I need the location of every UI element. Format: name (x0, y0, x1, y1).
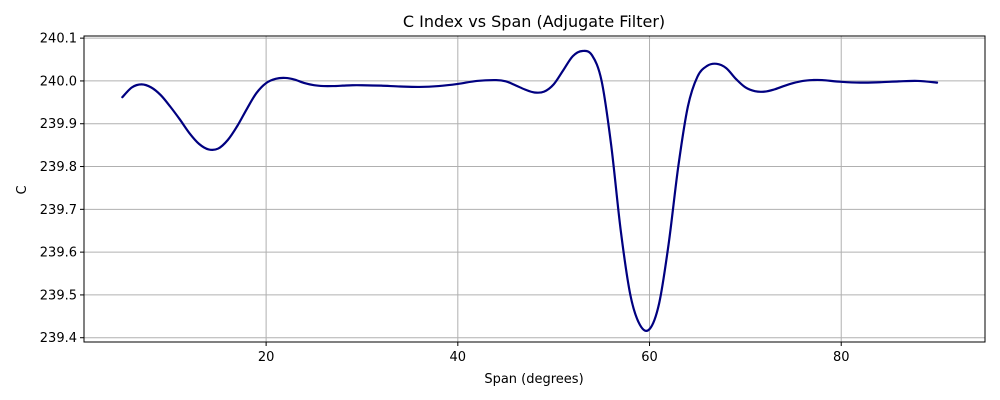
x-tick-label: 80 (833, 350, 850, 365)
grid (84, 36, 985, 342)
axis-ticks: 20 40 60 80 239.4 239.5 239.6 239.7 239.8 239.9 24… (40, 32, 850, 365)
x-tick-label: 60 (641, 350, 658, 365)
x-tick-label: 20 (258, 350, 275, 365)
y-tick-label: 240.1 (40, 32, 77, 47)
y-tick-label: 239.9 (40, 117, 77, 132)
y-tick-label: 240.0 (40, 74, 77, 89)
y-tick-label: 239.7 (40, 203, 77, 218)
series-layer (121, 49, 939, 332)
chart-title: C Index vs Span (Adjugate Filter) (403, 12, 665, 31)
x-tick-label: 40 (450, 350, 467, 365)
y-tick-label: 239.8 (40, 160, 77, 175)
x-axis-label: Span (degrees) (484, 372, 583, 387)
y-axis-label: C (15, 185, 30, 194)
plot-area-frame (83, 35, 986, 343)
y-tick-label: 239.5 (40, 288, 77, 303)
series-line (121, 49, 939, 332)
y-tick-label: 239.6 (40, 246, 77, 261)
y-tick-label: 239.4 (40, 331, 77, 346)
